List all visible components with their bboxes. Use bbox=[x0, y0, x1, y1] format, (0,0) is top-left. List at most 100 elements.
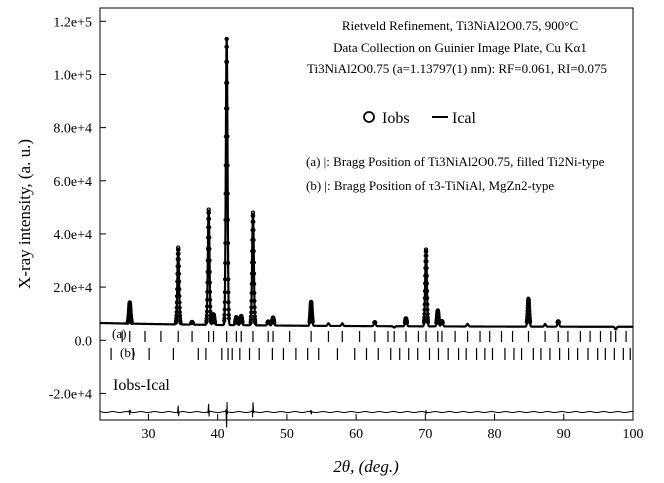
obs-point bbox=[205, 289, 210, 294]
x-tick-label: 100 bbox=[623, 427, 644, 442]
obs-point bbox=[174, 294, 180, 299]
y-axis-label: X-ray intensity, (a. u.) bbox=[15, 139, 34, 289]
obs-point bbox=[174, 316, 179, 321]
obs-point bbox=[174, 300, 179, 305]
obs-point bbox=[248, 319, 253, 324]
obs-point bbox=[251, 249, 256, 254]
difference-curve bbox=[99, 402, 634, 428]
obs-point bbox=[252, 290, 257, 296]
obs-point bbox=[425, 307, 430, 312]
obs-point bbox=[425, 296, 430, 301]
obs-point bbox=[249, 314, 254, 319]
obs-point bbox=[190, 320, 195, 325]
obs-point bbox=[527, 318, 533, 323]
obs-point bbox=[175, 279, 180, 284]
obs-point bbox=[309, 305, 314, 310]
obs-point bbox=[129, 320, 135, 325]
obs-point bbox=[207, 280, 212, 285]
obs-point bbox=[208, 297, 213, 302]
obs-point bbox=[251, 237, 256, 243]
obs-point bbox=[422, 302, 427, 307]
obs-point bbox=[208, 304, 213, 309]
obs-point bbox=[309, 310, 315, 315]
obs-point bbox=[424, 273, 429, 278]
obs-point bbox=[224, 36, 229, 42]
obs-point bbox=[128, 303, 133, 308]
obs-point bbox=[206, 216, 212, 221]
obs-point bbox=[225, 106, 230, 111]
plot-frame bbox=[99, 7, 634, 421]
obs-point bbox=[175, 271, 180, 276]
bragg-ticks-a bbox=[121, 331, 627, 342]
obs-point bbox=[251, 227, 256, 233]
obs-point bbox=[251, 260, 256, 265]
obs-point bbox=[205, 269, 210, 274]
obs-point bbox=[176, 271, 182, 276]
obs-point bbox=[177, 287, 182, 292]
y-tick-label: 2.0e+4 bbox=[53, 281, 92, 296]
annotation-bragg-a: (a) |: Bragg Position of Ti3NiAl2O0.75, … bbox=[306, 154, 605, 169]
calc-line bbox=[99, 37, 633, 331]
obs-point bbox=[252, 281, 257, 287]
x-tick-label: 90 bbox=[557, 427, 571, 442]
obs-point bbox=[251, 219, 256, 224]
obs-point bbox=[207, 246, 212, 251]
obs-point bbox=[177, 313, 183, 318]
obs-point bbox=[424, 281, 430, 286]
obs-point bbox=[249, 271, 255, 276]
obs-point bbox=[226, 307, 231, 312]
obs-point bbox=[224, 44, 229, 49]
obs-point bbox=[527, 320, 533, 325]
obs-point bbox=[222, 312, 227, 317]
obs-point bbox=[251, 271, 257, 276]
obs-point bbox=[309, 307, 314, 313]
obs-point bbox=[176, 264, 181, 269]
obs-point bbox=[250, 249, 255, 254]
obs-point bbox=[556, 320, 561, 325]
obs-point bbox=[440, 320, 445, 326]
obs-point bbox=[176, 245, 181, 250]
obs-point bbox=[309, 303, 314, 308]
obs-point bbox=[174, 318, 179, 323]
annotation-line2: Data Collection on Guinier Image Plate, … bbox=[333, 40, 587, 55]
obs-point bbox=[425, 318, 430, 323]
obs-point bbox=[205, 280, 210, 285]
obs-point bbox=[205, 258, 210, 263]
obs-point bbox=[425, 320, 431, 325]
annotation-bragg-b: (b) |: Bragg Position of τ3-TiNiAl, MgZn… bbox=[306, 178, 554, 193]
obs-point bbox=[223, 217, 228, 222]
annotation-line3: Ti3NiAl2O0.75 (a=1.13797(1) nm): RF=0.06… bbox=[307, 61, 607, 76]
diff-label: Iobs-Ical bbox=[113, 377, 170, 394]
x-tick-label: 40 bbox=[211, 427, 225, 442]
obs-point bbox=[225, 217, 230, 222]
observed-points bbox=[125, 36, 561, 326]
obs-point bbox=[177, 305, 182, 310]
obs-point bbox=[525, 316, 530, 321]
obs-point bbox=[225, 134, 230, 139]
y-tick-label: -2.0e+4 bbox=[49, 387, 92, 402]
diff-line bbox=[99, 402, 634, 428]
obs-point bbox=[128, 307, 133, 312]
obs-point bbox=[421, 320, 427, 325]
obs-point bbox=[226, 300, 231, 305]
y-tick-label: 6.0e+4 bbox=[53, 175, 92, 190]
obs-point bbox=[226, 290, 231, 295]
row-b-label: (b) bbox=[120, 345, 135, 360]
obs-point bbox=[527, 314, 532, 319]
x-tick-label: 70 bbox=[418, 427, 432, 442]
obs-point bbox=[424, 288, 430, 294]
y-tick-label: 8.0e+4 bbox=[53, 122, 92, 137]
obs-point bbox=[204, 318, 209, 323]
obs-point bbox=[310, 319, 315, 325]
x-axis-label: 2θ, (deg.) bbox=[333, 457, 399, 476]
obs-point bbox=[425, 302, 430, 307]
y-tick-label: 1.2e+5 bbox=[53, 15, 92, 30]
obs-point bbox=[422, 288, 428, 294]
axis-ticks: 30 40 50 60 70 80 90 100 -2.0e+4 0.0 2.0e+4 4.0e+4 6… bbox=[49, 15, 644, 442]
obs-point bbox=[207, 258, 212, 263]
obs-point bbox=[205, 246, 211, 251]
obs-point bbox=[307, 314, 313, 320]
obs-point bbox=[425, 315, 430, 320]
obs-point bbox=[207, 225, 212, 230]
